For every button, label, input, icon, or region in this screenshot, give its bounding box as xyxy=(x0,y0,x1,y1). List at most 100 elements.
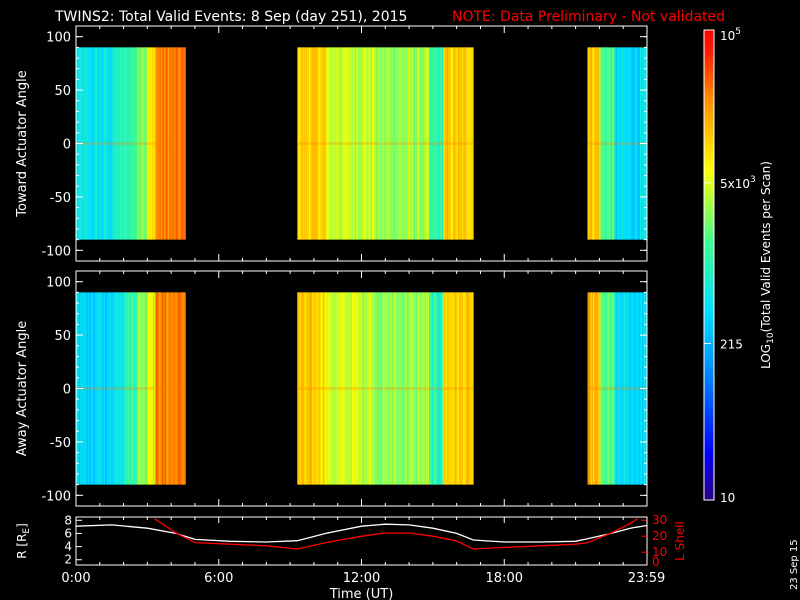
colorbar-tick-label: 10 xyxy=(720,491,735,505)
y-tick-label: 6 xyxy=(64,526,72,540)
heatmap-cell xyxy=(118,47,121,240)
heatmap-cell xyxy=(364,292,367,485)
heatmap-cell xyxy=(431,47,433,240)
heatmap-cell xyxy=(298,292,300,485)
heatmap-cell xyxy=(135,47,138,240)
heatmap-cell xyxy=(397,47,400,240)
heatmap-cell xyxy=(388,292,390,485)
heatmap-cell xyxy=(313,292,315,485)
heatmap-cell xyxy=(622,47,625,240)
colorbar-tick-label: 105 xyxy=(720,27,741,43)
heatmap-cell xyxy=(113,47,115,240)
heatmap-cell xyxy=(342,292,344,485)
heatmap-cell xyxy=(413,292,416,485)
heatmap-cell xyxy=(174,292,176,485)
heatmap-cell xyxy=(620,47,623,240)
heatmap-cell xyxy=(162,47,165,240)
heatmap-cell xyxy=(142,292,144,485)
y-axis-label: Away Actuator Angle xyxy=(15,321,30,456)
heatmap-cell xyxy=(156,292,158,485)
heatmap-cell xyxy=(453,47,455,240)
heatmap-cell xyxy=(415,47,417,240)
heatmap-cell xyxy=(629,292,631,485)
heatmap-cell xyxy=(141,292,143,485)
y-tick-label: 2 xyxy=(64,553,72,567)
heatmap-cell xyxy=(114,292,116,485)
heatmap-cell xyxy=(310,47,312,240)
heatmap-cell xyxy=(441,47,444,240)
heatmap-cell xyxy=(603,292,605,485)
heatmap-cell xyxy=(305,47,308,240)
heatmap-cell xyxy=(301,292,303,485)
heatmap-cell xyxy=(589,292,592,485)
heatmap-cell xyxy=(591,292,594,485)
heatmap-cell xyxy=(443,292,446,485)
heatmap-cell xyxy=(615,292,617,485)
heatmap-cell xyxy=(383,292,386,485)
heatmap-cell xyxy=(597,47,599,240)
heatmap-cell xyxy=(405,292,407,485)
heatmap-cell xyxy=(626,292,628,485)
heatmap-cell xyxy=(367,47,370,240)
heatmap-cell xyxy=(427,47,430,240)
heatmap-cell xyxy=(339,292,341,485)
heatmap-cell xyxy=(626,47,628,240)
heatmap-cell xyxy=(458,47,461,240)
heatmap-cell xyxy=(176,292,179,485)
heatmap-cell xyxy=(173,47,175,240)
heatmap-cell xyxy=(332,292,334,485)
heatmap-cell xyxy=(636,47,639,240)
heatmap-cell xyxy=(143,292,145,485)
heatmap-cell xyxy=(307,292,310,485)
heatmap-cell xyxy=(620,292,623,485)
heatmap-cell xyxy=(334,47,337,240)
heatmap-cell xyxy=(134,47,137,240)
heatmap-cell xyxy=(147,292,150,485)
heatmap-cell xyxy=(611,292,613,485)
x-tick-label: 23:59 xyxy=(628,571,665,586)
heatmap-cell xyxy=(297,47,299,240)
heatmap-cell xyxy=(348,292,351,485)
heatmap-cell xyxy=(377,47,379,240)
heatmap-cell xyxy=(470,292,473,485)
heatmap-cell xyxy=(390,292,392,485)
heatmap-cell xyxy=(348,47,351,240)
heatmap-cell xyxy=(616,47,618,240)
heatmap-cell xyxy=(321,47,324,240)
heatmap-cell xyxy=(430,292,432,485)
heatmap-cell xyxy=(102,47,105,240)
heatmap-cell xyxy=(377,292,379,485)
heatmap-cell xyxy=(366,47,369,240)
heatmap-cell xyxy=(466,47,468,240)
heatmap-cell xyxy=(388,47,390,240)
heatmap-cells xyxy=(76,47,648,240)
heatmap-cell xyxy=(300,292,302,485)
heatmap-cell xyxy=(98,47,100,240)
heatmap-cell xyxy=(153,47,155,240)
heatmap-cell xyxy=(426,47,429,240)
heatmap-cell xyxy=(157,47,159,240)
orbit-frame xyxy=(75,516,648,566)
heatmap-cell xyxy=(606,47,609,240)
r-distance-line xyxy=(75,523,648,543)
heatmap-cell xyxy=(341,47,343,240)
heatmap-cell xyxy=(92,47,94,240)
heatmap-cell xyxy=(93,292,95,485)
heatmap-cell xyxy=(148,47,151,240)
heatmap-cell xyxy=(96,47,98,240)
heatmap-cell xyxy=(155,292,157,485)
heatmap-cell xyxy=(389,292,391,485)
heatmap-cell xyxy=(432,292,434,485)
heatmap-cell xyxy=(331,292,333,485)
heatmap-cell xyxy=(297,292,299,485)
colorbar-tick-label: 5x103 xyxy=(720,175,756,191)
heatmap-cell xyxy=(149,47,152,240)
heatmap-cell xyxy=(621,292,624,485)
heatmap-cell xyxy=(440,47,443,240)
heatmap-cell xyxy=(375,292,377,485)
heatmap-cell xyxy=(596,292,598,485)
heatmap-cells xyxy=(76,292,648,485)
heatmap-cell xyxy=(428,292,431,485)
heatmap-cell xyxy=(349,47,352,240)
heatmap-cell xyxy=(422,292,424,485)
